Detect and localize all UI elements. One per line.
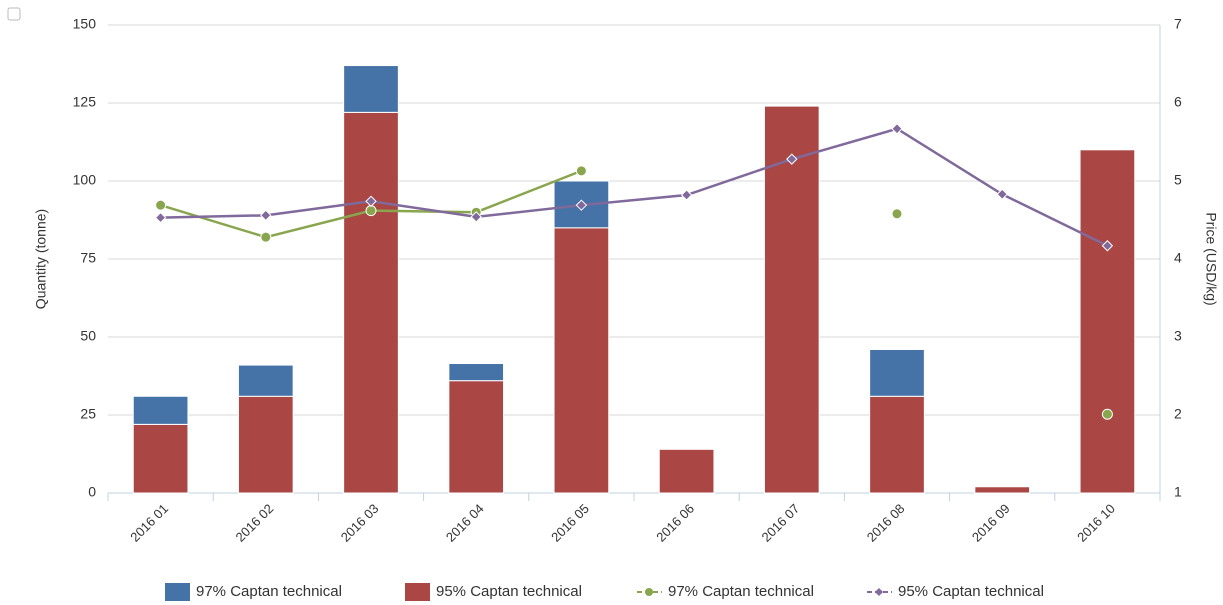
bar [869, 348, 925, 397]
legend-label: 95% Captan technical [898, 583, 1044, 600]
marker [365, 205, 377, 217]
legend-label: 97% Captan technical [196, 583, 342, 600]
y2-tick-label: 3 [1174, 328, 1182, 344]
line [160, 127, 1108, 247]
y-tick-label: 25 [80, 406, 96, 422]
bar [553, 227, 610, 494]
x-tick-label: 2016 10 [1074, 501, 1118, 545]
y2-tick-label: 6 [1174, 94, 1182, 110]
y2-tick-label: 4 [1174, 250, 1182, 266]
y2-axis-label: Price (USD/kg) [1203, 212, 1219, 305]
marker [891, 208, 903, 220]
legend-label: 97% Captan technical [668, 583, 814, 600]
x-tick-label: 2016 09 [969, 501, 1013, 545]
y2-tick-label: 7 [1174, 16, 1182, 32]
x-tick-label: 2016 08 [864, 501, 908, 545]
x-tick-label: 2016 07 [759, 501, 803, 545]
marker [786, 153, 798, 165]
x-tick-label: 2016 02 [233, 501, 277, 545]
bar [343, 111, 399, 494]
y-tick-label: 150 [73, 16, 97, 32]
y2-tick-label: 5 [1174, 172, 1182, 188]
marker [575, 165, 587, 177]
bar [448, 380, 505, 494]
legend-swatch [165, 583, 190, 601]
bar [1079, 149, 1136, 494]
bar [763, 105, 820, 494]
bar [132, 423, 189, 494]
marker [1101, 408, 1113, 420]
marker [365, 195, 377, 207]
bar [869, 395, 925, 494]
legend-label: 95% Captan technical [436, 583, 582, 600]
bar [132, 395, 189, 425]
marker [260, 231, 272, 243]
bar [658, 448, 715, 494]
x-tick-label: 2016 05 [548, 501, 592, 545]
y-tick-label: 125 [73, 94, 97, 110]
marker [155, 199, 167, 211]
marker [575, 199, 588, 211]
x-tick-label: 2016 06 [653, 501, 697, 545]
y2-tick-label: 1 [1174, 484, 1182, 500]
y2-tick-label: 2 [1174, 406, 1182, 422]
marker [680, 189, 693, 201]
x-tick-label: 2016 01 [127, 501, 171, 545]
legend-swatch [405, 583, 430, 601]
line [161, 171, 1108, 414]
y-tick-label: 0 [88, 484, 96, 500]
marker [470, 211, 482, 223]
marker [996, 188, 1008, 200]
bar [974, 486, 1031, 494]
bar [237, 395, 294, 494]
legend-marker [645, 588, 653, 596]
x-tick-label: 2016 04 [443, 501, 487, 545]
bar [237, 364, 294, 397]
marker [891, 123, 903, 135]
bar [448, 363, 505, 382]
y-axis-label: Quantity (tonne) [33, 209, 49, 309]
marker [1101, 240, 1114, 252]
x-tick-label: 2016 03 [338, 501, 382, 545]
marker [260, 209, 272, 222]
checkbox-icon [7, 7, 21, 21]
y-tick-label: 75 [80, 250, 96, 266]
bar [343, 65, 399, 113]
legend-marker [875, 588, 883, 596]
y-tick-label: 100 [73, 172, 97, 188]
y-tick-label: 50 [80, 328, 96, 344]
marker [154, 211, 167, 224]
